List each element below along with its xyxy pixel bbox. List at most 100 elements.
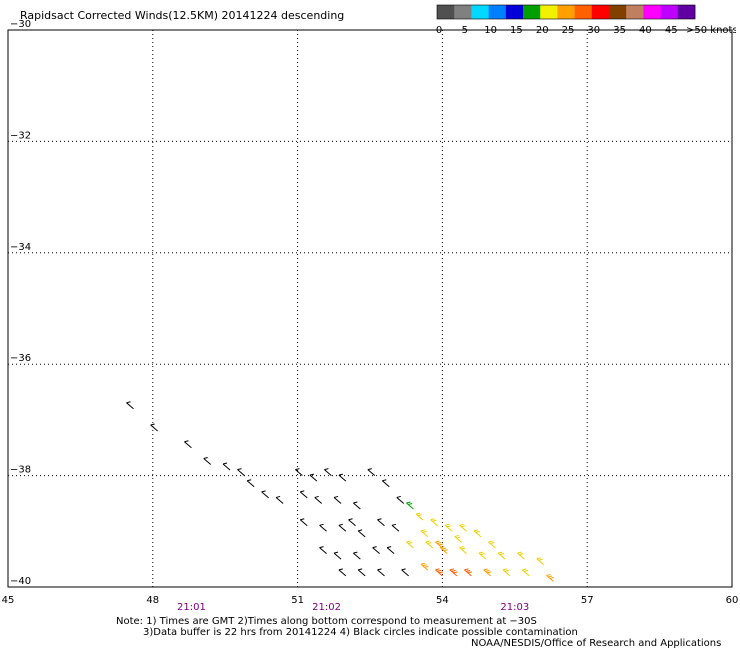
wind-barb	[338, 523, 347, 532]
wind-barb	[203, 456, 212, 465]
wind-barb	[420, 562, 429, 571]
wind-barb	[377, 518, 385, 527]
wind-barb	[464, 568, 472, 577]
x-tick-label: 60	[726, 595, 739, 606]
wind-barb	[150, 423, 158, 432]
time-label: 21:01	[177, 602, 206, 613]
y-tick-label: −40	[10, 576, 31, 587]
legend-swatch	[677, 5, 696, 19]
wind-barb	[473, 529, 482, 538]
wind-barb	[435, 568, 444, 577]
wind-barb	[324, 468, 332, 476]
wind-barb	[367, 468, 376, 476]
wind-barb	[406, 501, 414, 510]
note-line-2: 3)Data buffer is 22 hrs from 20141224 4)…	[143, 627, 578, 638]
legend-swatch	[574, 5, 593, 19]
legend-swatch	[523, 5, 541, 19]
wind-barb	[333, 495, 342, 504]
legend-swatch	[643, 5, 661, 19]
wind-barb	[459, 546, 467, 554]
x-tick-label: 48	[146, 595, 159, 606]
legend-swatch	[454, 5, 472, 19]
x-tick-label: 57	[581, 595, 594, 606]
wind-barb	[502, 568, 511, 577]
wind-barb	[295, 468, 303, 476]
x-tick-label: 54	[436, 595, 449, 606]
wind-barb	[546, 573, 555, 582]
wind-barb	[386, 546, 395, 554]
wind-barb	[454, 534, 463, 543]
wind-barb	[353, 501, 361, 510]
legend-swatch	[471, 5, 489, 19]
wind-barb	[415, 512, 424, 521]
wind-barb	[439, 546, 448, 554]
x-tick-label: 51	[291, 595, 304, 606]
wind-barb	[309, 473, 318, 482]
x-tick-labels: 45 48 51 54 57 60	[2, 595, 739, 606]
y-tick-label: −32	[10, 130, 31, 141]
legend-swatch	[505, 5, 524, 19]
wind-barb	[246, 479, 255, 488]
wind-barb	[478, 551, 487, 560]
wind-barb	[459, 523, 467, 532]
y-tick-label: −36	[10, 353, 31, 364]
wind-barb	[483, 568, 492, 577]
wind-barbs	[126, 401, 555, 582]
legend-swatch	[437, 5, 455, 19]
wind-barb	[237, 468, 245, 476]
time-label: 21:03	[500, 602, 529, 613]
wind-barb	[406, 540, 414, 549]
grid-lines	[8, 30, 732, 587]
y-tick-label: −34	[10, 242, 31, 253]
wind-barb	[435, 540, 444, 549]
wind-barb	[449, 568, 458, 577]
wind-barb	[391, 523, 400, 532]
wind-barb	[261, 490, 269, 499]
legend-swatch	[540, 5, 558, 19]
wind-barb	[275, 495, 284, 504]
wind-barb	[357, 568, 366, 577]
wind-barb	[377, 568, 385, 577]
wind-barb	[430, 518, 438, 527]
wind-barb	[425, 540, 434, 549]
legend-swatch	[609, 5, 627, 19]
wind-barb	[396, 495, 405, 504]
wind-barb	[338, 473, 347, 482]
wind-barb	[299, 490, 308, 499]
legend-swatch	[488, 5, 507, 19]
wind-barb	[319, 523, 327, 532]
legend-swatch	[591, 5, 610, 19]
wind-barb	[126, 401, 134, 410]
time-label: 21:02	[312, 602, 341, 613]
wind-barb	[372, 546, 380, 554]
y-tick-labels: −30 −32 −34 −36 −38 −40	[10, 19, 31, 587]
wind-barb	[401, 568, 409, 577]
wind-barb	[319, 546, 327, 554]
wind-barb	[314, 495, 323, 504]
wind-barb	[517, 551, 525, 560]
wind-barb	[444, 523, 453, 532]
wind-barb	[353, 551, 361, 560]
wind-barb	[348, 518, 356, 527]
wind-barb	[184, 440, 192, 449]
wind-barb	[222, 462, 231, 471]
wind-barb	[333, 551, 342, 560]
legend-swatch	[626, 5, 644, 19]
chart-title: Rapidsact Corrected Winds(12.5KM) 201412…	[20, 9, 345, 22]
wind-barb	[338, 568, 347, 577]
wind-barb	[536, 557, 545, 566]
legend-border	[436, 4, 696, 20]
legend-swatch	[557, 5, 575, 19]
legend-swatch	[660, 5, 679, 19]
wind-barb	[521, 568, 530, 577]
legend-swatches	[436, 4, 696, 20]
wind-barb	[497, 551, 506, 560]
time-labels: 21:01 21:02 21:03	[177, 602, 529, 613]
plot-frame	[7, 29, 733, 588]
note-line-1: Note: 1) Times are GMT 2)Times along bot…	[116, 616, 537, 627]
y-tick-label: −38	[10, 465, 31, 476]
y-tick-label: −30	[10, 19, 31, 30]
wind-barb	[381, 479, 390, 488]
wind-barb	[488, 540, 496, 549]
